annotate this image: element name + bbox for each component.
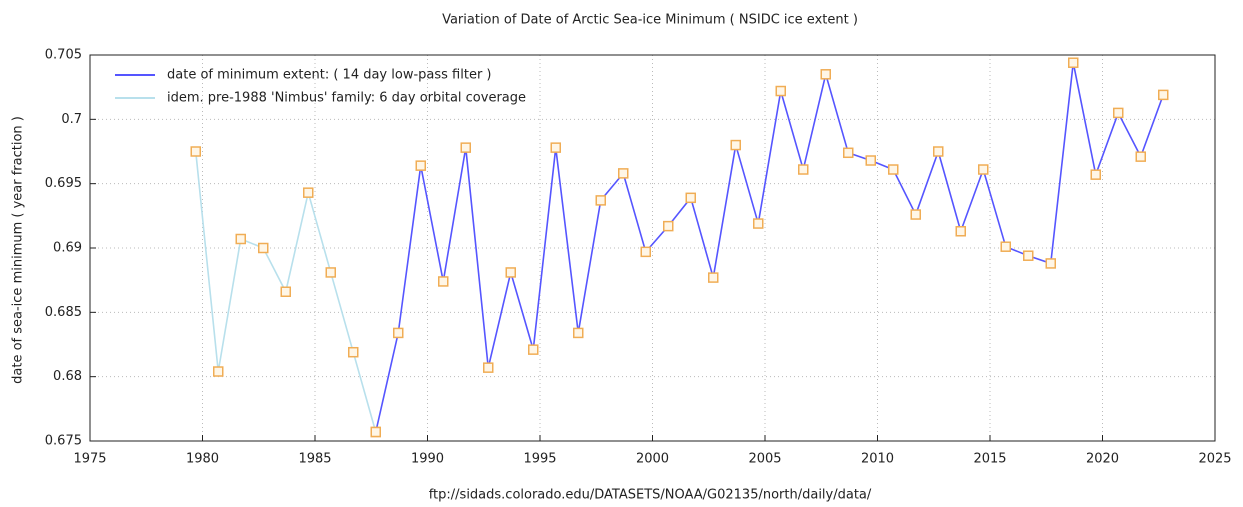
data-point [1158,89,1169,101]
data-point [190,146,201,157]
data-point [325,267,336,278]
data-point [460,142,471,153]
data-point [843,147,854,159]
data-point [1000,241,1011,252]
data-point [1090,169,1101,180]
x-tick-label: 2005 [748,452,781,467]
y-tick-label: 0.705 [45,48,82,63]
y-tick-label: 0.7 [61,112,82,127]
data-point [753,218,764,229]
data-point [663,220,674,232]
data-point [483,362,494,373]
x-axis-label: ftp://sidads.colorado.edu/DATASETS/NOAA/… [429,488,872,503]
data-point [1135,151,1146,162]
data-point [910,209,921,220]
data-point [235,233,246,245]
y-tick-label: 0.695 [45,176,82,191]
x-tick-label: 1980 [186,452,219,467]
y-tick-label: 0.675 [45,434,82,449]
data-point [775,85,786,97]
data-point [1113,107,1124,119]
data-point [505,267,516,278]
y-axis-label: date of sea-ice minimum ( year fraction … [11,116,26,384]
data-point [730,139,741,151]
data-point [978,164,989,175]
data-point [528,344,539,355]
x-tick-label: 2020 [1086,452,1119,467]
plot-frame [89,54,1216,442]
data-point [798,164,809,175]
x-tick-label: 2025 [1198,452,1231,467]
data-point [640,246,651,258]
data-point [348,346,359,358]
data-point [888,164,899,175]
y-tick-label: 0.685 [45,305,82,320]
x-tick-label: 2015 [973,452,1006,467]
data-point [438,276,449,287]
data-point [213,366,224,377]
data-point [1023,250,1034,261]
data-point [370,426,381,438]
data-point [595,195,606,206]
data-point [303,187,314,198]
data-point [820,69,831,80]
data-point [393,327,404,339]
data-point [618,168,629,179]
x-tick-label: 1985 [298,452,331,467]
data-point [685,192,696,204]
y-tick-label: 0.69 [53,241,82,256]
data-point [708,272,719,283]
data-point [933,146,944,157]
data-point [1068,57,1079,68]
x-tick-label: 1990 [411,452,444,467]
x-tick-label: 2000 [636,452,669,467]
x-tick-label: 2010 [861,452,894,467]
legend-label: date of minimum extent: ( 14 day low-pas… [167,68,492,83]
data-point [573,327,584,339]
series-line [374,62,1165,433]
data-point [865,155,876,166]
chart-title: Variation of Date of Arctic Sea-ice Mini… [442,13,858,28]
data-point [955,226,966,237]
data-point [258,242,269,254]
legend-label: idem. pre-1988 'Nimbus' family: 6 day or… [167,91,526,106]
data-point [1045,258,1056,269]
data-point [280,286,291,297]
x-tick-label: 1975 [73,452,106,467]
y-tick-label: 0.68 [53,369,82,384]
x-tick-label: 1995 [523,452,556,467]
data-point [550,142,561,153]
data-point [415,160,426,171]
